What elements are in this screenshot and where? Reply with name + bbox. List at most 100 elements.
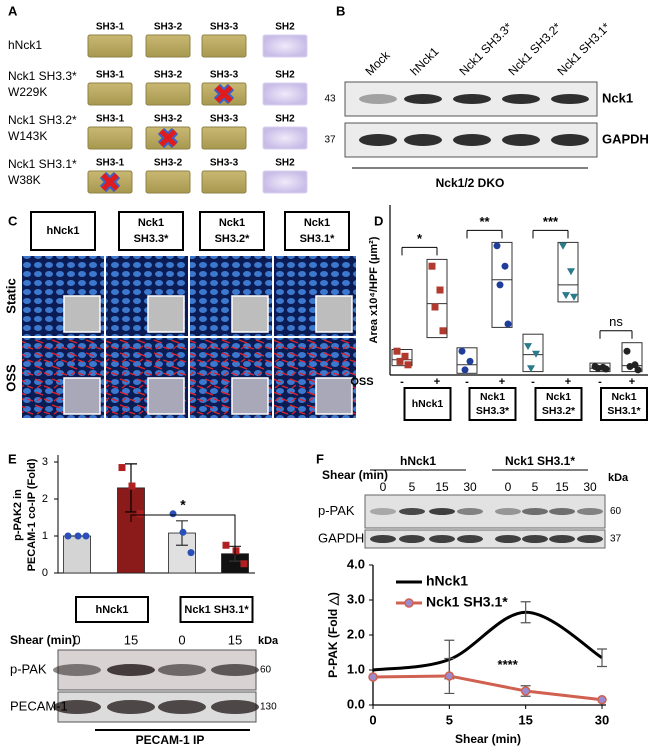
kda: 60 bbox=[610, 506, 622, 517]
box bbox=[491, 241, 513, 328]
y-axis-title: PECAM-1 co-IP (Fold) bbox=[26, 458, 38, 571]
column-label: Nck1 bbox=[138, 217, 164, 229]
band bbox=[158, 700, 206, 714]
band bbox=[457, 535, 483, 543]
domain-label: SH2 bbox=[275, 70, 295, 81]
domain-label: SH3-3 bbox=[210, 70, 239, 81]
y-tick-label: 1.0 bbox=[347, 661, 365, 676]
condition-label: + bbox=[434, 376, 440, 388]
condition-label: + bbox=[565, 376, 571, 388]
lane-label: 15 bbox=[555, 480, 569, 494]
point bbox=[118, 464, 126, 472]
column-box bbox=[30, 211, 96, 251]
inset bbox=[63, 377, 101, 415]
point bbox=[240, 560, 248, 568]
lane-label: 30 bbox=[583, 480, 597, 494]
row-label: Static bbox=[3, 278, 18, 313]
domain bbox=[201, 34, 247, 58]
y-tick-label: 4.0 bbox=[347, 556, 365, 571]
band bbox=[457, 508, 483, 515]
construct-name: W143K bbox=[8, 129, 47, 143]
lane-label: 5 bbox=[532, 480, 539, 494]
point bbox=[623, 347, 631, 355]
domain bbox=[87, 34, 133, 58]
group-box bbox=[600, 387, 648, 421]
domain-label: SH2 bbox=[275, 22, 295, 33]
band bbox=[429, 508, 455, 515]
x-axis-title: Shear (min) bbox=[455, 732, 521, 746]
band bbox=[549, 508, 575, 515]
inset bbox=[147, 377, 185, 415]
domain-label: SH3-1 bbox=[96, 114, 125, 125]
band bbox=[522, 508, 548, 515]
column-label: Nck1 bbox=[219, 217, 245, 229]
box bbox=[426, 258, 448, 339]
group-label: hNck1 bbox=[95, 604, 128, 616]
condition-label: - bbox=[465, 376, 469, 388]
band bbox=[211, 664, 259, 676]
construct-name: W229K bbox=[8, 85, 47, 99]
annotation: **** bbox=[498, 657, 519, 672]
band bbox=[453, 134, 491, 146]
shear-label: Shear (min) bbox=[322, 468, 388, 482]
point bbox=[496, 281, 504, 289]
point bbox=[597, 695, 607, 705]
column-label: SH3.1* bbox=[300, 233, 336, 245]
blot-label: GAPDH bbox=[318, 530, 364, 545]
significance: *** bbox=[543, 214, 559, 229]
y-tick-label: 1 bbox=[42, 530, 48, 542]
domain bbox=[262, 82, 308, 106]
y-tick-label: 3.0 bbox=[347, 591, 365, 606]
point bbox=[169, 510, 177, 518]
group-label: SH3.1* bbox=[607, 405, 641, 417]
point bbox=[493, 242, 501, 250]
point bbox=[570, 293, 578, 301]
group-label: Nck1 SH3.1* bbox=[184, 604, 249, 616]
y-axis-title: P-PAK (Fold △) bbox=[326, 592, 340, 678]
band bbox=[53, 664, 101, 676]
column-label: hNck1 bbox=[46, 225, 79, 237]
band bbox=[211, 700, 259, 714]
point bbox=[439, 327, 447, 335]
panel-letter: A bbox=[8, 3, 18, 18]
y-tick-label: 0 bbox=[42, 567, 48, 579]
domain bbox=[262, 34, 308, 58]
band bbox=[577, 535, 603, 543]
domain-label: SH3-3 bbox=[210, 158, 239, 169]
point bbox=[527, 365, 535, 373]
point bbox=[393, 347, 401, 355]
inset bbox=[231, 295, 269, 333]
blot-label: p-PAK bbox=[318, 503, 355, 518]
point bbox=[187, 549, 195, 557]
y-axis-title: p-PAK2 in bbox=[12, 489, 24, 541]
band bbox=[404, 134, 442, 146]
box bbox=[557, 241, 579, 303]
mutation bbox=[101, 173, 119, 191]
domain-label: SH3-2 bbox=[154, 158, 183, 169]
point bbox=[401, 352, 409, 360]
panel-letter: D bbox=[374, 213, 383, 228]
error-bar bbox=[520, 601, 531, 624]
domain bbox=[87, 82, 133, 106]
lane-label: 0 bbox=[505, 480, 512, 494]
band bbox=[359, 134, 397, 146]
condition-label: + bbox=[629, 376, 635, 388]
group-box bbox=[179, 596, 254, 623]
domain bbox=[201, 126, 247, 150]
point bbox=[594, 364, 602, 372]
y-tick-label: 0.0 bbox=[347, 696, 365, 711]
band bbox=[399, 508, 425, 515]
band bbox=[107, 700, 155, 714]
domain-label: SH2 bbox=[275, 158, 295, 169]
domain bbox=[262, 126, 308, 150]
construct-name: hNck1 bbox=[8, 38, 42, 52]
condition-label: - bbox=[400, 376, 404, 388]
blot-label: PECAM-1 bbox=[10, 698, 68, 713]
construct-name: W38K bbox=[8, 173, 41, 187]
band bbox=[522, 535, 548, 543]
point bbox=[461, 366, 469, 374]
group-label: SH3.2* bbox=[542, 405, 576, 417]
construct-name: Nck1 SH3.3* bbox=[8, 69, 77, 83]
